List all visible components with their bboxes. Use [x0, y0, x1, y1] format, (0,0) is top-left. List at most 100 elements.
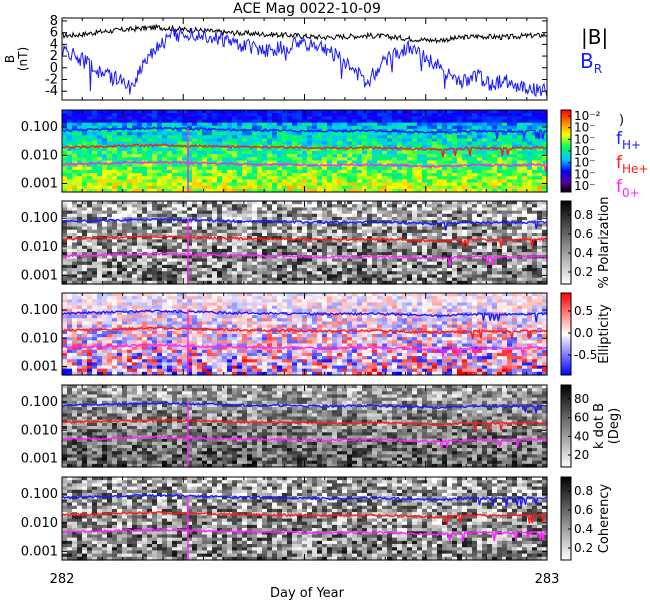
spectrogram-cell	[317, 160, 323, 165]
spectrogram-cell	[202, 173, 208, 177]
spectrogram-cell	[187, 207, 193, 212]
spectrogram-cell	[507, 116, 513, 121]
spectrogram-cell	[132, 210, 138, 215]
spectrogram-cell	[337, 160, 343, 165]
spectrogram-cell	[472, 232, 478, 237]
spectrogram-cell	[167, 141, 173, 146]
spectrogram-cell	[347, 151, 353, 155]
spectrogram-cell	[292, 258, 298, 263]
spectrogram-cell	[267, 166, 273, 171]
spectrogram-cell	[117, 261, 123, 266]
spectrogram-cell	[167, 201, 173, 205]
spectrogram-cell	[87, 268, 93, 272]
spectrogram-cell	[82, 116, 88, 121]
spectrogram-cell	[422, 110, 428, 114]
spectrogram-cell	[317, 173, 323, 177]
spectrogram-cell	[417, 154, 423, 158]
spectrogram-cell	[222, 242, 228, 247]
spectrogram-cell	[257, 182, 263, 187]
spectrogram-cell	[197, 255, 203, 260]
spectrogram-cell	[527, 135, 533, 139]
spectrogram-cell	[442, 268, 448, 272]
spectrogram-cell	[222, 252, 228, 256]
spectrogram-cell	[267, 163, 273, 168]
spectrogram-cell	[512, 166, 518, 171]
spectrogram-cell	[117, 144, 123, 149]
spectrogram-cell	[182, 204, 188, 208]
spectrogram-cell	[67, 144, 73, 149]
spectrogram-cell	[197, 207, 203, 212]
spectrogram-cell	[102, 179, 108, 184]
spectrogram-cell	[92, 252, 98, 256]
spectrogram-cell	[137, 147, 143, 152]
spectrogram-cell	[357, 135, 363, 139]
spectrogram-cell	[392, 119, 398, 124]
spectrogram-cell	[97, 132, 103, 136]
spectrogram-cell	[452, 113, 458, 117]
spectrogram-cell	[522, 125, 528, 130]
spectrogram-cell	[457, 185, 463, 190]
spectrogram-cell	[492, 135, 498, 139]
spectrogram-cell	[82, 122, 88, 127]
spectrogram-cell	[272, 185, 278, 190]
spectrogram-cell	[342, 274, 348, 279]
spectrogram-cell	[462, 213, 468, 218]
spectrogram-cell	[352, 113, 358, 117]
spectrogram-cell	[187, 280, 193, 285]
bmag-series-line	[61, 23, 548, 45]
spectrogram-cell	[237, 232, 243, 237]
spectrogram-cell	[462, 223, 468, 228]
spectrogram-cell	[197, 182, 203, 187]
spectrogram-cell	[322, 144, 328, 149]
spectrogram-cell	[297, 271, 303, 276]
spectrogram-cell	[467, 255, 473, 260]
spectrogram-cell	[342, 122, 348, 127]
spectrogram-cell	[317, 188, 323, 193]
spectrogram-cell	[182, 207, 188, 212]
spectrogram-cell	[192, 141, 198, 146]
spectrogram-cell	[392, 169, 398, 174]
spectrogram-cell	[477, 116, 483, 121]
spectrogram-cell	[437, 223, 443, 228]
spectrogram-cell	[492, 229, 498, 234]
spectrogram-cell	[177, 138, 183, 143]
spectrogram-cell	[252, 268, 258, 272]
spectrogram-cell	[232, 116, 238, 121]
spectrogram-cell	[397, 264, 403, 269]
spectrogram-cell	[487, 160, 493, 165]
spectrogram-cell	[507, 179, 513, 184]
spectrogram-cell	[367, 169, 373, 174]
field-y-tick-label: 4	[50, 37, 58, 52]
spectrogram-cell	[282, 122, 288, 127]
spectrogram-cell	[377, 226, 383, 231]
spectrogram-cell	[152, 169, 158, 174]
spectrogram-cell	[207, 163, 213, 168]
spectrogram-cell	[337, 182, 343, 187]
spectrogram-cell	[332, 113, 338, 117]
spectrogram-cell	[377, 236, 383, 240]
spectrogram-cell	[537, 169, 543, 174]
spectrogram-cell	[197, 271, 203, 276]
spectrogram-cell	[157, 182, 163, 187]
spectrogram-cell	[332, 277, 338, 282]
spectrogram-cell	[97, 204, 103, 208]
spectrogram-cell	[117, 135, 123, 139]
spectrogram-cell	[417, 132, 423, 136]
spectrogram-cell	[297, 239, 303, 244]
spectrogram-cell	[267, 113, 273, 117]
spectrogram-cell	[437, 144, 443, 149]
spectrogram-cell	[397, 110, 403, 114]
spectrogram-cell	[162, 268, 168, 272]
spectrogram-cell	[467, 242, 473, 247]
spectrogram-cell	[287, 169, 293, 174]
spectrogram-cell	[532, 157, 538, 162]
spectrogram-cell	[297, 147, 303, 152]
spectrogram-cell	[197, 261, 203, 266]
spectrogram-cell	[267, 179, 273, 184]
spectrogram-cell	[72, 248, 78, 253]
spectrogram-cell	[137, 169, 143, 174]
spectrogram-cell	[222, 226, 228, 231]
spectrogram-cell	[222, 147, 228, 152]
spectrogram-cell	[402, 157, 408, 162]
spectrogram-cell	[402, 280, 408, 285]
